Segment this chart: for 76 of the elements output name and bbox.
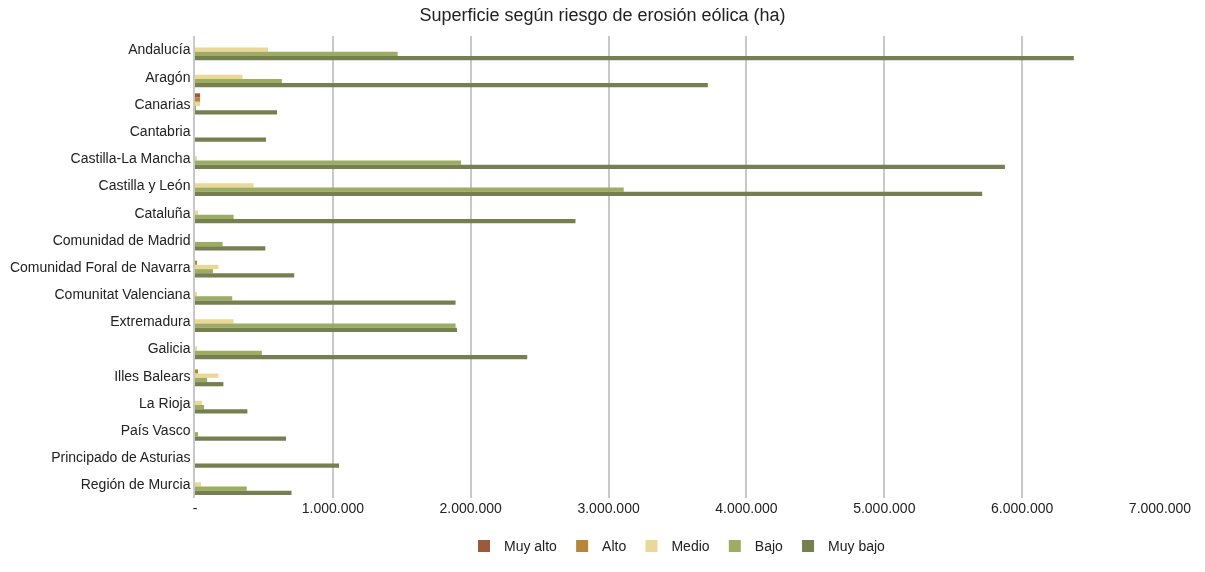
y-tick-label: Comunitat Valenciana (54, 286, 191, 303)
y-tick-label: Principado de Asturias (51, 449, 191, 466)
y-tick-label: Castilla y León (98, 177, 191, 194)
bar (195, 327, 457, 332)
bar (195, 486, 247, 491)
bar (195, 490, 292, 496)
legend-label: Muy bajo (828, 538, 886, 555)
bar (195, 183, 254, 188)
bar (195, 241, 223, 247)
bar (195, 191, 983, 197)
bar (195, 93, 201, 98)
bar (195, 432, 199, 437)
bar (195, 300, 456, 305)
legend-label: Bajo (754, 538, 784, 555)
bar (195, 382, 224, 387)
bar (195, 74, 243, 79)
bar (195, 219, 576, 224)
x-tick-label: 6.000.000 (990, 500, 1054, 516)
bar (195, 436, 286, 441)
bar (195, 296, 233, 301)
bar (195, 273, 295, 278)
x-tick-label: 2.000.000 (439, 500, 503, 516)
bar (195, 55, 1074, 61)
bar (195, 350, 262, 355)
y-tick-label: Comunidad Foral de Navarra (9, 258, 191, 275)
bar (195, 160, 462, 165)
bar (195, 346, 198, 351)
bar (195, 210, 199, 215)
y-tick-label: Illes Balears (114, 367, 191, 384)
bar (195, 246, 266, 251)
bar (195, 400, 202, 405)
bar (195, 269, 213, 274)
y-tick-label: Galicia (147, 340, 191, 357)
legend-label: Alto (602, 538, 627, 555)
x-tick-label: - (192, 500, 198, 516)
bar (195, 187, 624, 192)
bar (195, 319, 234, 324)
y-tick-label: Andalucía (128, 41, 191, 58)
y-tick-label: Cantabria (129, 123, 191, 140)
bar (195, 405, 205, 410)
y-tick-label: Castilla-La Mancha (70, 150, 191, 167)
bar (195, 377, 208, 383)
y-tick-label: Cataluña (134, 204, 191, 221)
y-tick-label: La Rioja (139, 394, 191, 411)
x-tick-label: 3.000.000 (577, 500, 640, 516)
bar (195, 323, 456, 328)
bar (195, 369, 199, 374)
bar (195, 137, 266, 142)
y-tick-label: Aragón (145, 68, 191, 85)
bar (195, 164, 1005, 169)
chart-title: Superficie según riesgo de erosión eólica (ha) (419, 5, 786, 26)
bar (195, 97, 201, 102)
y-tick-label: País Vasco (120, 421, 191, 438)
bar (195, 373, 219, 378)
bar (195, 463, 340, 468)
legend-label: Medio (671, 538, 710, 555)
bar (195, 110, 278, 115)
y-tick-label: Región de Murcia (80, 476, 191, 493)
y-tick-label: Canarias (134, 95, 191, 112)
bar (195, 83, 708, 88)
y-tick-label: Extremadura (110, 313, 191, 330)
bar (195, 47, 269, 52)
x-tick-label: 7.000.000 (1128, 500, 1192, 516)
x-tick-label: 1.000.000 (301, 500, 365, 516)
bar (195, 409, 248, 414)
bar (195, 78, 282, 84)
y-tick-label: Comunidad de Madrid (52, 231, 191, 248)
bar (195, 214, 234, 220)
x-tick-label: 5.000.000 (853, 500, 916, 516)
bar (195, 51, 398, 56)
legend-label: Muy alto (504, 538, 558, 555)
bar (195, 101, 201, 107)
bar (195, 482, 202, 487)
bar (195, 354, 528, 360)
x-tick-label: 4.000.000 (715, 500, 778, 516)
bar (195, 264, 219, 270)
